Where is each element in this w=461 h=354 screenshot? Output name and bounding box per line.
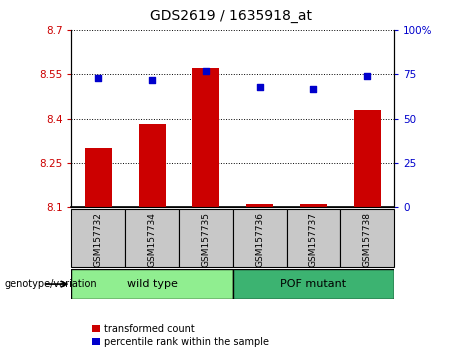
Legend: transformed count, percentile rank within the sample: transformed count, percentile rank withi… [88,320,273,350]
Bar [300,204,327,207]
Bar [71,209,125,267]
Bar [193,68,219,207]
Point [148,77,156,82]
Text: GSM157736: GSM157736 [255,212,264,267]
Text: GDS2619 / 1635918_at: GDS2619 / 1635918_at [149,9,312,23]
Text: wild type: wild type [127,279,177,289]
Bar [125,209,179,267]
Bar [233,209,287,267]
Text: GSM157735: GSM157735 [201,212,210,267]
Text: genotype/variation: genotype/variation [5,279,97,289]
Bar [287,209,340,267]
Text: GSM157734: GSM157734 [148,212,157,267]
Bar [354,110,381,207]
Point [95,75,102,81]
Bar [139,125,165,207]
Text: GSM157737: GSM157737 [309,212,318,267]
Bar [85,148,112,207]
Point [202,68,210,74]
Bar [246,204,273,207]
Bar [179,209,233,267]
Bar [233,269,394,299]
Text: POF mutant: POF mutant [280,279,347,289]
Text: GSM157738: GSM157738 [363,212,372,267]
Bar [340,209,394,267]
Bar [71,269,233,299]
Point [310,86,317,91]
Text: GSM157732: GSM157732 [94,212,103,267]
Point [364,73,371,79]
Point [256,84,263,90]
